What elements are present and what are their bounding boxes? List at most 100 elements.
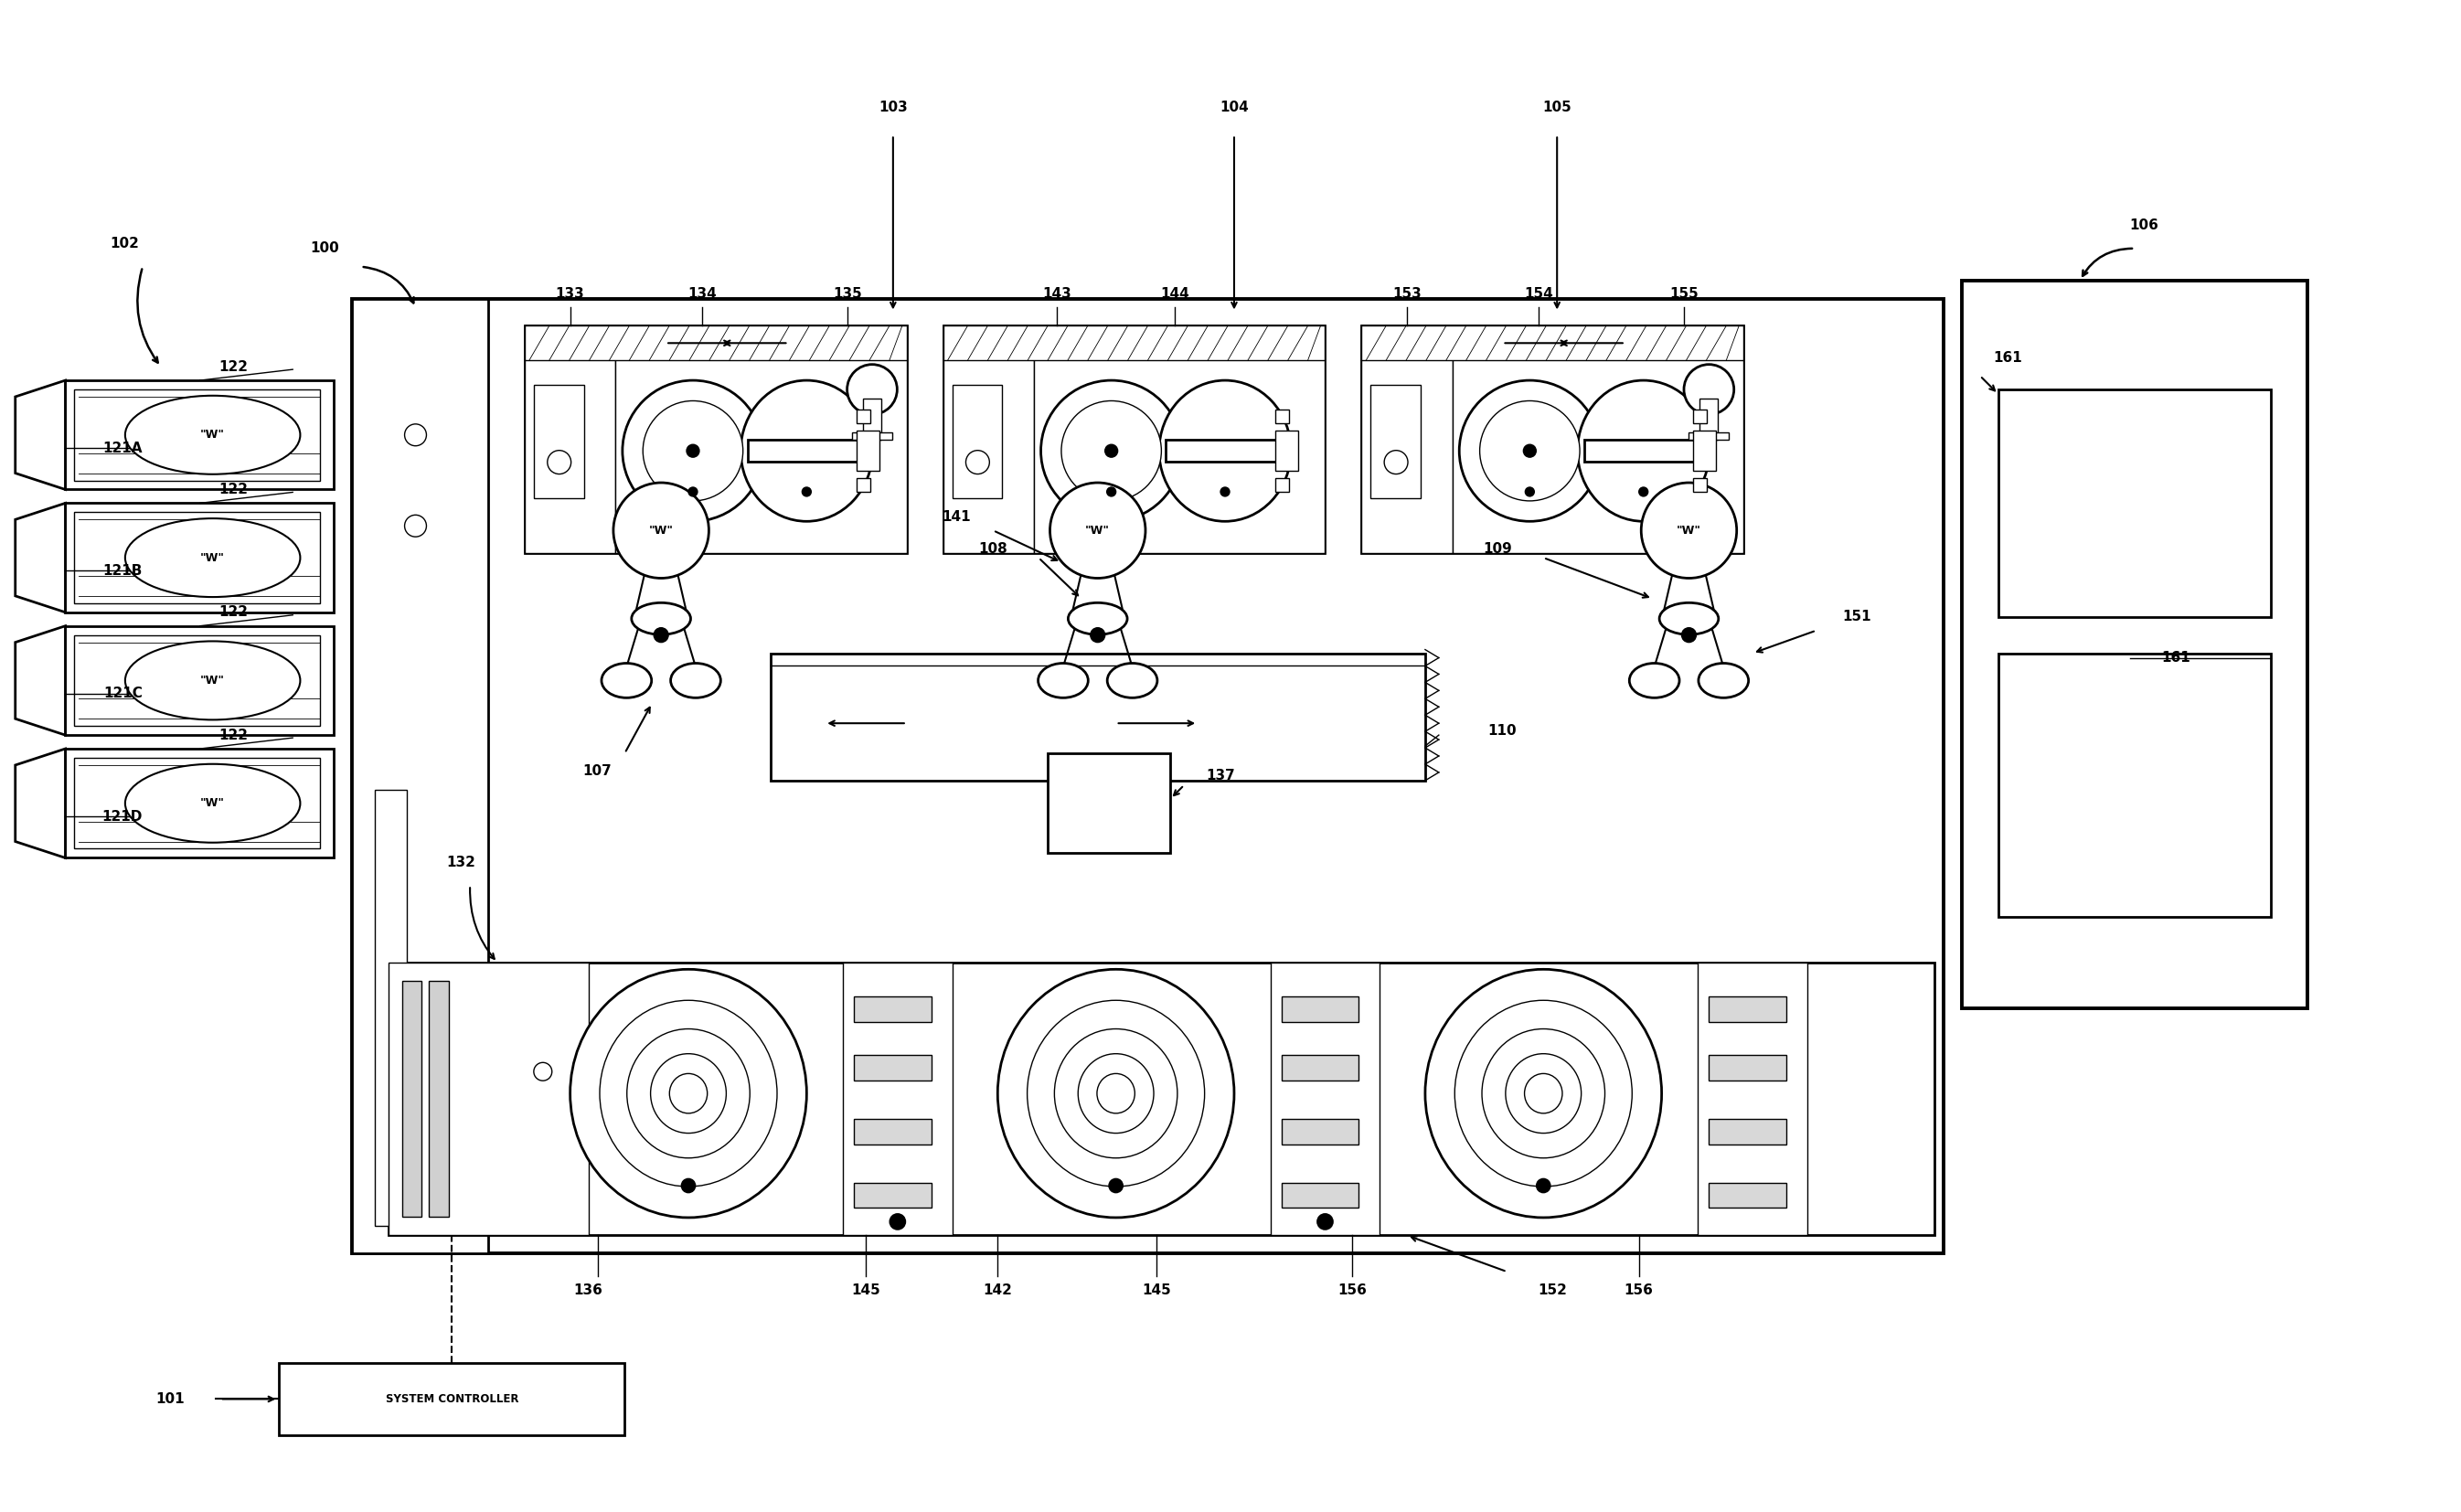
Bar <box>401 981 421 1217</box>
Ellipse shape <box>1482 1028 1605 1158</box>
Circle shape <box>1383 451 1408 475</box>
Bar <box>74 390 320 481</box>
Ellipse shape <box>642 401 743 500</box>
Text: 136: 136 <box>573 1284 603 1297</box>
Bar <box>1708 1055 1787 1081</box>
Text: 151: 151 <box>1843 609 1873 623</box>
Circle shape <box>687 445 699 457</box>
Bar <box>1693 431 1715 470</box>
Ellipse shape <box>1098 1074 1135 1113</box>
Text: "W": "W" <box>199 429 224 442</box>
Ellipse shape <box>1506 1054 1582 1132</box>
Ellipse shape <box>1523 1074 1563 1113</box>
Ellipse shape <box>632 603 692 635</box>
Bar <box>66 626 335 735</box>
Text: 121B: 121B <box>103 564 143 578</box>
Ellipse shape <box>623 381 763 522</box>
Text: 156: 156 <box>1624 1284 1654 1297</box>
Circle shape <box>1523 445 1536 457</box>
Ellipse shape <box>1068 603 1127 635</box>
Ellipse shape <box>126 641 300 720</box>
Circle shape <box>404 516 426 537</box>
Ellipse shape <box>1698 664 1747 699</box>
Text: 145: 145 <box>852 1284 881 1297</box>
Text: 161: 161 <box>1993 351 2023 364</box>
Bar <box>1048 753 1171 853</box>
Bar <box>1961 280 2308 1009</box>
Text: "W": "W" <box>199 674 224 686</box>
Bar <box>854 1055 930 1081</box>
Circle shape <box>1639 487 1649 496</box>
Bar <box>854 1182 930 1208</box>
Text: 122: 122 <box>219 482 249 496</box>
Circle shape <box>965 451 989 475</box>
Circle shape <box>546 451 571 475</box>
Text: 133: 133 <box>556 287 586 301</box>
Bar <box>74 758 320 848</box>
Text: 156: 156 <box>1339 1284 1366 1297</box>
Text: "W": "W" <box>199 797 224 809</box>
Text: 100: 100 <box>310 242 340 256</box>
Circle shape <box>1538 1179 1550 1191</box>
Bar <box>66 748 335 857</box>
Ellipse shape <box>650 1054 726 1132</box>
Text: 103: 103 <box>879 101 908 115</box>
Bar <box>524 325 906 360</box>
Bar <box>66 503 335 612</box>
Bar <box>66 381 335 490</box>
Bar <box>524 325 615 553</box>
Bar <box>389 963 1934 1235</box>
Text: SYSTEM CONTROLLER: SYSTEM CONTROLLER <box>386 1393 519 1405</box>
Text: 107: 107 <box>583 765 613 779</box>
Ellipse shape <box>1078 1054 1154 1132</box>
Ellipse shape <box>1159 381 1292 522</box>
Bar <box>856 410 871 423</box>
Ellipse shape <box>672 664 721 699</box>
Bar <box>428 981 450 1217</box>
Ellipse shape <box>741 381 874 522</box>
Bar <box>278 1362 625 1435</box>
Bar <box>615 325 906 553</box>
Text: 145: 145 <box>1142 1284 1171 1297</box>
Text: "W": "W" <box>1085 525 1110 537</box>
Ellipse shape <box>1061 401 1162 500</box>
Bar <box>1361 325 1452 553</box>
Text: 152: 152 <box>1538 1284 1568 1297</box>
Circle shape <box>1107 487 1115 496</box>
Ellipse shape <box>126 519 300 597</box>
Bar <box>1998 653 2272 916</box>
Bar <box>943 325 1324 553</box>
Ellipse shape <box>126 396 300 475</box>
Circle shape <box>404 423 426 446</box>
Bar <box>943 325 1034 553</box>
Bar <box>74 635 320 726</box>
Circle shape <box>655 627 669 643</box>
Ellipse shape <box>571 969 807 1217</box>
Text: 121A: 121A <box>103 442 143 455</box>
Bar <box>1361 325 1742 553</box>
Text: 154: 154 <box>1523 287 1553 301</box>
Bar <box>1693 478 1708 491</box>
Ellipse shape <box>669 1074 706 1113</box>
Text: 143: 143 <box>1043 287 1071 301</box>
Text: 102: 102 <box>111 237 138 251</box>
Bar <box>856 431 879 470</box>
Circle shape <box>534 1063 551 1081</box>
Text: 121D: 121D <box>101 809 143 823</box>
Text: 153: 153 <box>1393 287 1422 301</box>
Circle shape <box>1105 445 1117 457</box>
Circle shape <box>1221 487 1230 496</box>
Text: 161: 161 <box>2161 650 2190 665</box>
Bar <box>854 1119 930 1145</box>
Text: 135: 135 <box>834 287 861 301</box>
Ellipse shape <box>126 764 300 842</box>
Circle shape <box>802 487 812 496</box>
Text: 122: 122 <box>219 729 249 742</box>
Circle shape <box>1317 1214 1331 1229</box>
Ellipse shape <box>628 1028 751 1158</box>
Bar <box>1282 996 1358 1022</box>
Bar <box>1693 410 1708 423</box>
Ellipse shape <box>1107 664 1157 699</box>
Ellipse shape <box>1039 664 1088 699</box>
Bar <box>1708 1119 1787 1145</box>
